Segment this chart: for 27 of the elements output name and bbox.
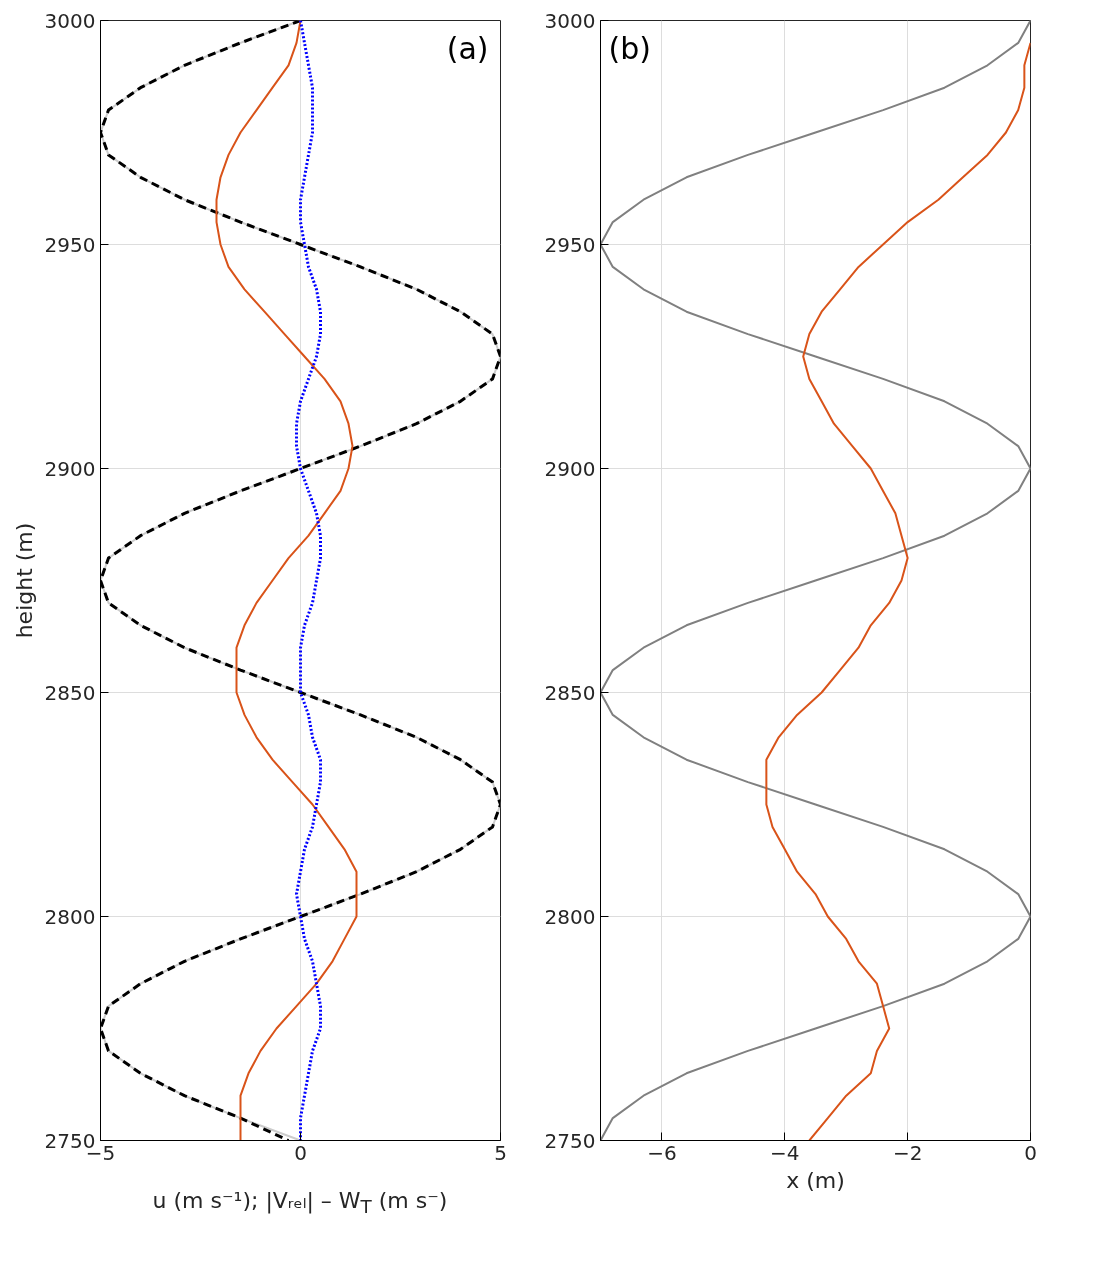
y-axis-title: height (m) — [11, 522, 37, 639]
y-tick-label: 2950 — [544, 232, 596, 257]
line-series — [215, 20, 358, 1141]
y-tick-label: 3000 — [44, 8, 96, 33]
line-series — [100, 20, 501, 1141]
y-tick-label: 3000 — [544, 8, 596, 33]
x-tick-label: −4 — [770, 1140, 800, 1165]
y-tick-label: 2900 — [44, 456, 96, 481]
y-tick-label: 2850 — [44, 680, 96, 705]
y-tick-label: 2950 — [44, 232, 96, 257]
x-tick-label: −2 — [892, 1140, 923, 1165]
x-tick-label: 0 — [1024, 1140, 1037, 1165]
y-tick-label: 2900 — [544, 456, 596, 481]
y-tick-label: 2850 — [544, 680, 596, 705]
line-series — [600, 20, 1031, 1141]
y-tick-label: 2750 — [544, 1128, 596, 1153]
annotation: (a) — [446, 30, 489, 66]
line-series — [295, 20, 322, 1141]
line-series — [765, 41, 1031, 1141]
x-tick-label: 0 — [294, 1140, 307, 1165]
x-tick-label: 5 — [494, 1140, 507, 1165]
annotation: (b) — [608, 30, 651, 66]
x-tick-label: −6 — [647, 1140, 677, 1165]
x-axis-title: x (m) — [786, 1167, 845, 1193]
x-axis-title: u (m s⁻¹); |Vᵣₑₗ| – W$_{T}$ (m s⁻) — [152, 1187, 448, 1220]
y-tick-label: 2800 — [44, 904, 96, 929]
y-tick-label: 2800 — [544, 904, 596, 929]
